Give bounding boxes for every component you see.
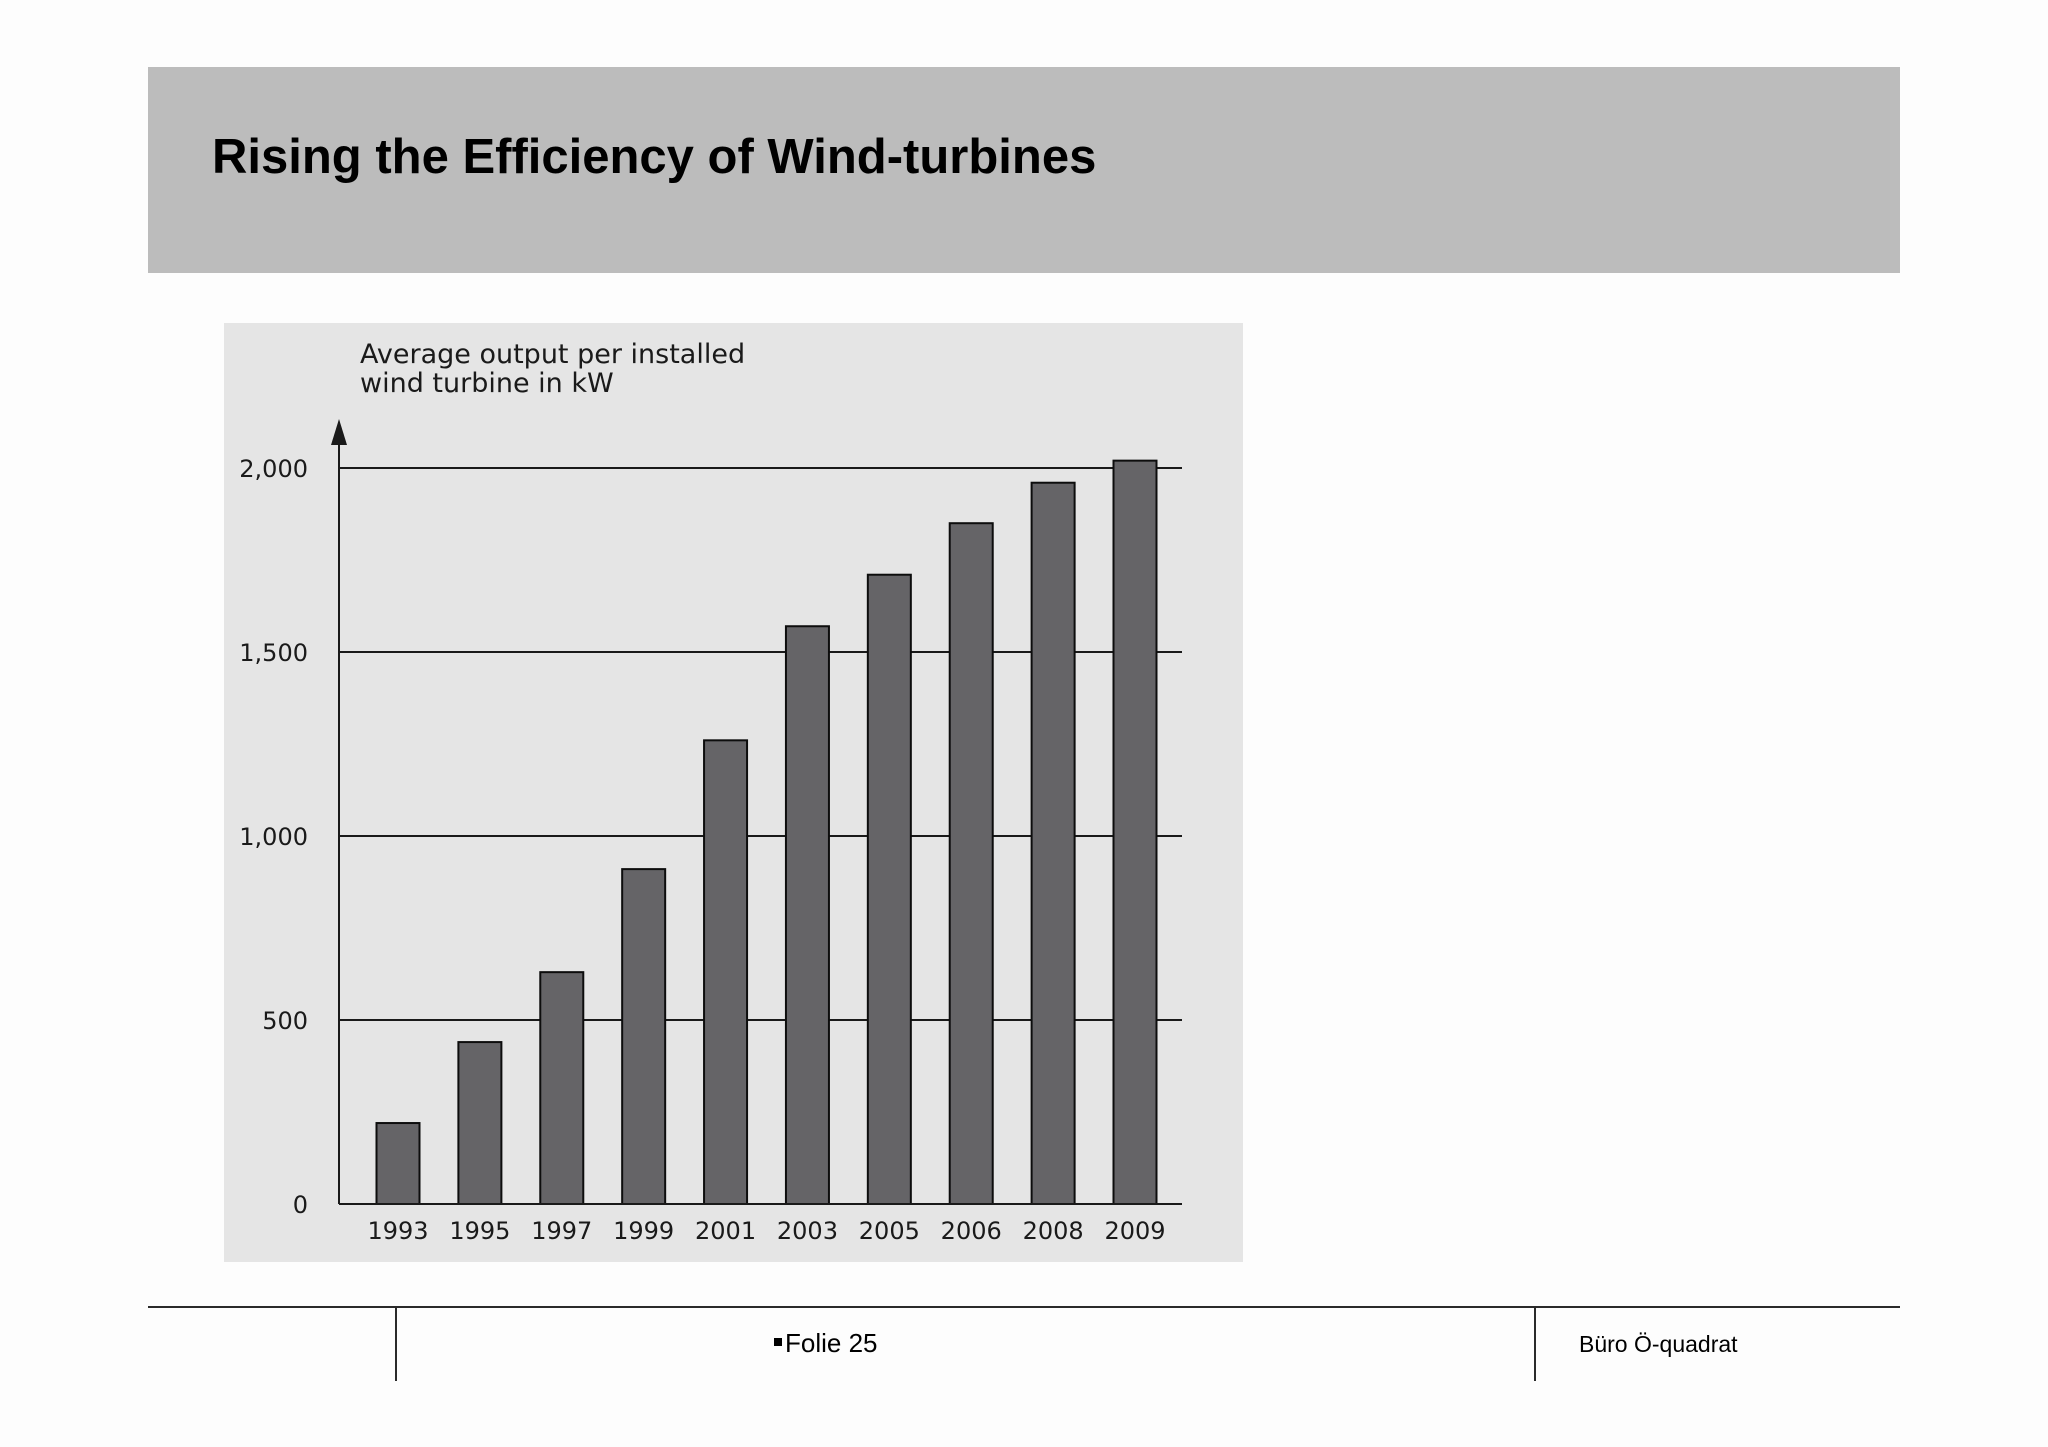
x-tick-label: 2005 <box>859 1217 920 1245</box>
y-tick-label: 1,500 <box>239 639 308 667</box>
y-tick-label: 2,000 <box>239 455 308 483</box>
x-tick-labels: 1993 1995 1997 1999 2001 2003 2005 2006 2008 2009 <box>367 1217 1165 1245</box>
footer-slide-label: Folie 25 <box>785 1328 878 1358</box>
bar-2009 <box>1112 459 1158 1205</box>
x-tick-label: 1993 <box>367 1217 428 1245</box>
y-tick-label: 1,000 <box>239 823 308 851</box>
bar-2001 <box>703 739 749 1205</box>
y-axis-arrow-icon <box>331 419 347 445</box>
bar-1997 <box>539 971 585 1205</box>
y-tick-label: 0 <box>293 1191 308 1219</box>
y-axis-label-line-1: Average output per installed <box>360 339 745 370</box>
x-tick-label: 1995 <box>449 1217 510 1245</box>
bar-1999 <box>621 868 667 1205</box>
x-tick-label: 2008 <box>1023 1217 1084 1245</box>
slide-title: Rising the Efficiency of Wind-turbines <box>212 130 1097 184</box>
axes <box>331 419 1182 1205</box>
x-tick-label: 2003 <box>777 1217 838 1245</box>
x-tick-label: 2009 <box>1104 1217 1165 1245</box>
footer-separator-left <box>395 1306 397 1381</box>
x-tick-label: 1999 <box>613 1217 674 1245</box>
bar-2006 <box>948 522 994 1205</box>
footer-separator-right <box>1534 1306 1536 1381</box>
x-tick-label: 1997 <box>531 1217 592 1245</box>
bullet-icon <box>774 1338 782 1347</box>
bar-2003 <box>784 625 830 1205</box>
bar-1995 <box>457 1041 503 1206</box>
bar-2005 <box>866 573 912 1206</box>
x-tick-label: 2006 <box>941 1217 1002 1245</box>
chart-panel: Average output per installed wind turbin… <box>224 323 1243 1262</box>
y-axis-label-line-2: wind turbine in kW <box>360 368 614 399</box>
bar-chart: Average output per installed wind turbin… <box>239 339 1182 1245</box>
title-band: Rising the Efficiency of Wind-turbines <box>148 67 1900 273</box>
y-tick-label: 500 <box>262 1007 308 1035</box>
x-tick-label: 2001 <box>695 1217 756 1245</box>
bars <box>375 459 1158 1206</box>
footer-slide-number: Folie 25 <box>774 1328 878 1359</box>
bar-2008 <box>1030 481 1076 1206</box>
footer-organization: Büro Ö-quadrat <box>1579 1331 1738 1357</box>
y-tick-labels: 0 500 1,000 1,500 2,000 <box>239 455 308 1219</box>
footer-divider <box>148 1306 1900 1308</box>
bar-1993 <box>375 1122 421 1205</box>
